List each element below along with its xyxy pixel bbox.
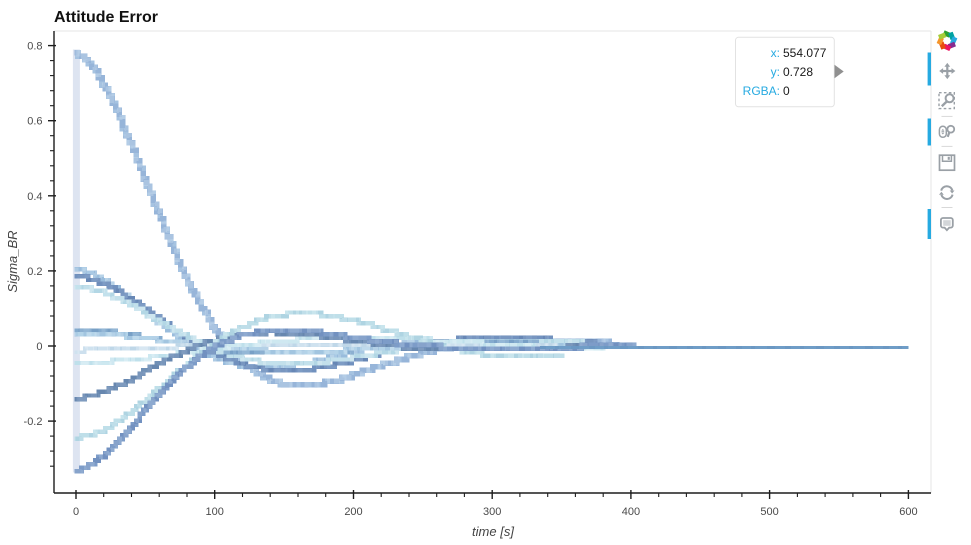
svg-text:y:: y: — [771, 65, 780, 79]
svg-text:RGBA:: RGBA: — [743, 84, 780, 98]
svg-text:100: 100 — [206, 506, 224, 518]
svg-text:0.8: 0.8 — [27, 41, 42, 53]
svg-text:400: 400 — [622, 506, 640, 518]
svg-text:0.728: 0.728 — [783, 65, 813, 79]
svg-text:0.6: 0.6 — [27, 116, 42, 128]
svg-text:0: 0 — [783, 84, 790, 98]
svg-text:554.077: 554.077 — [783, 46, 827, 60]
svg-text:time [s]: time [s] — [472, 524, 514, 539]
svg-text:Sigma_BR: Sigma_BR — [5, 230, 20, 292]
svg-text:-0.2: -0.2 — [24, 416, 43, 428]
svg-text:0.4: 0.4 — [27, 191, 42, 203]
svg-text:500: 500 — [760, 506, 778, 518]
svg-text:600: 600 — [899, 506, 917, 518]
svg-text:200: 200 — [344, 506, 362, 518]
svg-text:0: 0 — [36, 341, 42, 353]
svg-text:0: 0 — [73, 506, 79, 518]
svg-text:Attitude Error: Attitude Error — [54, 9, 158, 26]
svg-text:0.2: 0.2 — [27, 266, 42, 278]
svg-text:300: 300 — [483, 506, 501, 518]
svg-text:x:: x: — [771, 46, 780, 60]
